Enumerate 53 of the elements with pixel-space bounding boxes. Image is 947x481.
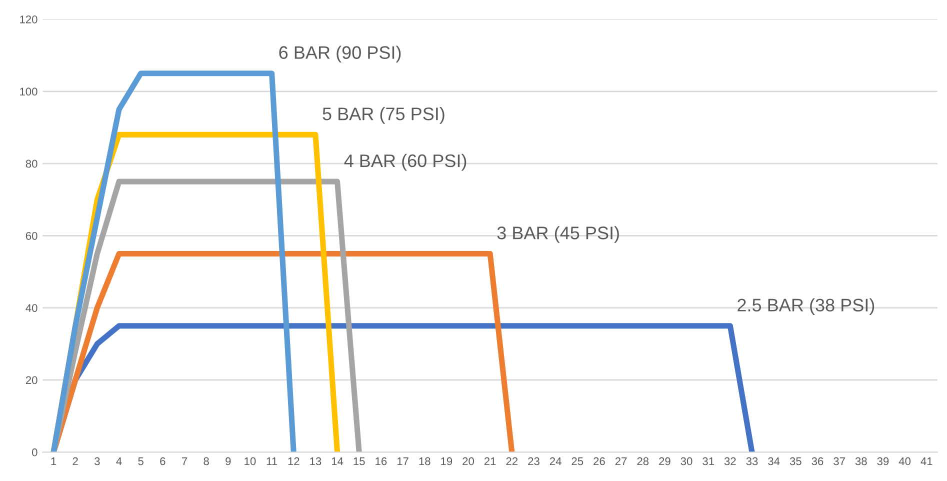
x-tick-label: 41 — [920, 457, 932, 466]
x-tick-label: 17 — [397, 457, 408, 466]
x-tick-label: 30 — [680, 457, 692, 466]
x-tick-label: 4 — [116, 457, 122, 466]
x-tick-label: 7 — [182, 457, 188, 466]
x-tick-label: 1 — [51, 457, 56, 466]
series-label: 3 BAR (45 PSI) — [497, 226, 619, 243]
series-label: 5 BAR (75 PSI) — [322, 107, 444, 124]
x-tick-label: 12 — [288, 457, 300, 466]
y-tick-label: 60 — [26, 232, 38, 240]
x-tick-label: 31 — [702, 457, 714, 466]
x-tick-label: 14 — [332, 457, 344, 466]
x-tick-label: 32 — [724, 457, 736, 466]
x-tick-label: 3 — [94, 457, 100, 466]
x-tick-label: 36 — [812, 457, 824, 466]
x-tick-label: 8 — [204, 457, 209, 466]
x-tick-label: 10 — [244, 457, 256, 466]
series-label: 2.5 BAR (38 PSI) — [738, 298, 874, 316]
x-tick-label: 28 — [637, 457, 649, 466]
x-tick-label: 16 — [376, 457, 387, 466]
x-tick-label: 29 — [659, 457, 670, 466]
x-tick-label: 24 — [550, 457, 562, 466]
series-label: 6 BAR (90 PSI) — [279, 46, 401, 63]
x-tick-label: 38 — [855, 457, 867, 466]
x-tick-label: 23 — [528, 457, 540, 466]
x-tick-label: 15 — [354, 457, 365, 466]
x-tick-label: 33 — [746, 457, 758, 466]
y-tick-label: 40 — [26, 304, 38, 312]
x-tick-label: 26 — [594, 457, 605, 466]
y-tick-label: 120 — [20, 16, 38, 24]
x-tick-label: 18 — [419, 457, 430, 466]
x-tick-label: 19 — [441, 457, 452, 466]
x-tick-label: 5 — [138, 457, 144, 466]
x-tick-label: 37 — [834, 457, 845, 466]
x-tick-label: 9 — [226, 457, 231, 466]
x-tick-label: 22 — [506, 457, 518, 466]
x-tick-label: 39 — [877, 457, 889, 466]
x-tick-label: 20 — [462, 457, 474, 466]
x-tick-label: 21 — [484, 457, 496, 466]
x-tick-label: 2 — [72, 457, 78, 466]
y-tick-label: 100 — [20, 88, 38, 96]
x-tick-label: 34 — [768, 457, 780, 466]
x-tick-label: 13 — [310, 457, 322, 466]
y-tick-label: 0 — [32, 448, 38, 456]
x-tick-label: 6 — [160, 457, 166, 466]
x-tick-label: 27 — [615, 457, 627, 466]
x-tick-label: 25 — [572, 457, 584, 466]
x-tick-label: 40 — [898, 457, 911, 466]
x-tick-label: 35 — [790, 457, 802, 466]
series-label: 4 BAR (60 PSI) — [344, 154, 466, 171]
x-tick-label: 11 — [266, 457, 278, 466]
y-tick-label: 20 — [26, 376, 38, 384]
y-tick-label: 80 — [26, 160, 38, 168]
